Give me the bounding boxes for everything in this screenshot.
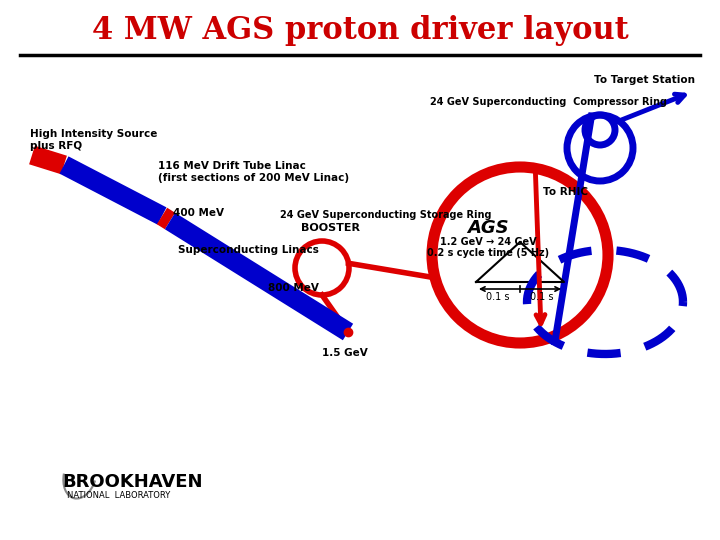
Text: To Target Station: To Target Station <box>594 75 695 85</box>
Text: To RHIC: To RHIC <box>543 187 588 197</box>
Text: AGS: AGS <box>467 219 509 237</box>
Text: 0.2 s cycle time (5 Hz): 0.2 s cycle time (5 Hz) <box>427 248 549 258</box>
Text: 1.2 GeV → 24 GeV: 1.2 GeV → 24 GeV <box>440 237 536 247</box>
Text: 24 GeV Superconducting Storage Ring: 24 GeV Superconducting Storage Ring <box>281 210 492 220</box>
Text: 400 MeV: 400 MeV <box>173 208 224 218</box>
Text: High Intensity Source
plus RFQ: High Intensity Source plus RFQ <box>30 129 158 151</box>
Text: NATIONAL  LABORATORY: NATIONAL LABORATORY <box>67 491 170 501</box>
Text: 24 GeV Superconducting  Compressor Ring: 24 GeV Superconducting Compressor Ring <box>430 97 667 107</box>
Text: 4 MW AGS proton driver layout: 4 MW AGS proton driver layout <box>91 15 629 45</box>
Text: 800 MeV: 800 MeV <box>268 283 319 293</box>
Text: BOOSTER: BOOSTER <box>300 223 359 233</box>
Text: BROOKHAVEN: BROOKHAVEN <box>62 473 202 491</box>
Text: Superconducting Linacs: Superconducting Linacs <box>178 245 319 255</box>
Text: 116 MeV Drift Tube Linac
(first sections of 200 MeV Linac): 116 MeV Drift Tube Linac (first sections… <box>158 161 349 183</box>
Text: 0.1 s: 0.1 s <box>530 292 554 302</box>
Text: 0.1 s: 0.1 s <box>486 292 510 302</box>
Text: 1.5 GeV: 1.5 GeV <box>322 348 368 358</box>
